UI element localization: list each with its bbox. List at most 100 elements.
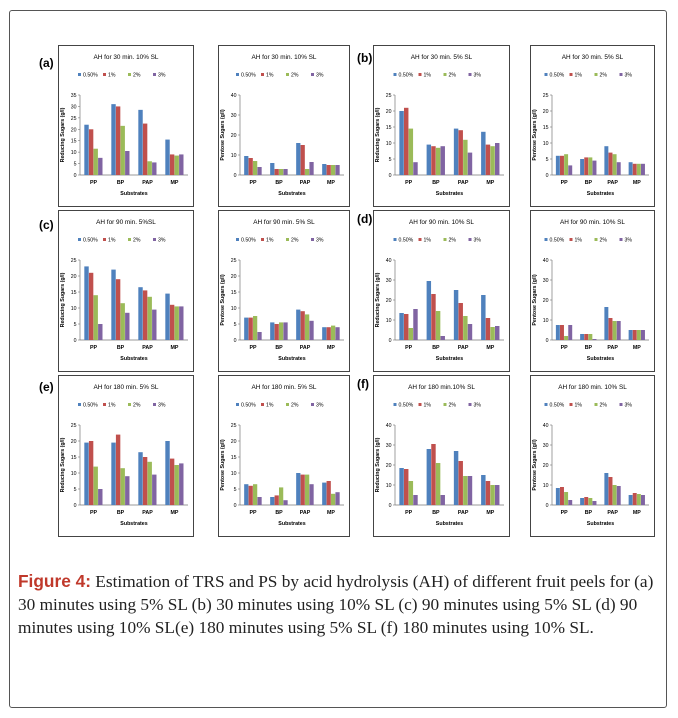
bar bbox=[636, 330, 641, 340]
bar bbox=[98, 489, 103, 505]
bar bbox=[612, 485, 617, 505]
y-tick-label: 40 bbox=[386, 423, 392, 429]
bar bbox=[612, 321, 617, 340]
bar bbox=[120, 125, 125, 175]
panel-label-c: (c) bbox=[39, 218, 54, 232]
legend-swatch bbox=[261, 403, 264, 406]
bar bbox=[253, 316, 258, 340]
x-tick-label: BP bbox=[432, 345, 440, 351]
legend-swatch bbox=[153, 73, 156, 76]
x-tick-label: MP bbox=[171, 180, 179, 186]
x-tick-label: PP bbox=[561, 180, 569, 186]
x-tick-label: MP bbox=[327, 510, 335, 516]
x-tick-label: PP bbox=[249, 510, 257, 516]
bar bbox=[138, 452, 143, 505]
y-axis-label: Reducing Sugars (g/l) bbox=[375, 107, 381, 162]
bar bbox=[495, 143, 500, 175]
y-tick-label: 20 bbox=[386, 298, 392, 304]
x-tick-label: PAP bbox=[458, 510, 469, 516]
bar bbox=[467, 152, 473, 175]
x-axis-label: Substrates bbox=[120, 356, 147, 362]
y-tick-label: 25 bbox=[386, 93, 392, 99]
bar bbox=[274, 324, 279, 340]
bar bbox=[115, 434, 121, 505]
x-tick-label: PP bbox=[249, 180, 257, 186]
legend-swatch bbox=[103, 238, 106, 241]
figure-frame bbox=[9, 10, 667, 708]
y-tick-label: 0 bbox=[234, 173, 237, 179]
y-axis-label: Pentose Sugars (g/l) bbox=[532, 274, 538, 325]
bar bbox=[490, 485, 495, 505]
y-tick-label: 10 bbox=[231, 306, 237, 312]
bar bbox=[431, 146, 436, 175]
bar bbox=[120, 303, 125, 340]
bar bbox=[592, 160, 597, 175]
y-tick-label: 15 bbox=[386, 125, 392, 131]
bar bbox=[165, 441, 170, 505]
x-tick-label: MP bbox=[633, 510, 641, 516]
bar bbox=[413, 495, 418, 505]
x-tick-label: MP bbox=[486, 345, 494, 351]
legend-label: 3% bbox=[625, 238, 633, 244]
legend-swatch bbox=[468, 238, 472, 241]
bar bbox=[88, 129, 94, 175]
bar bbox=[88, 272, 94, 340]
bar bbox=[440, 495, 445, 505]
bar bbox=[98, 324, 103, 340]
bar bbox=[413, 309, 418, 340]
x-tick-label: MP bbox=[633, 345, 641, 351]
bar bbox=[435, 311, 441, 340]
x-tick-label: BP bbox=[117, 345, 125, 351]
bar bbox=[331, 165, 336, 175]
bar bbox=[142, 290, 148, 340]
bar bbox=[408, 481, 414, 505]
bar bbox=[322, 164, 327, 175]
legend-label: 3% bbox=[474, 403, 482, 409]
x-axis-label: Substrates bbox=[278, 521, 305, 527]
bar bbox=[322, 327, 327, 340]
bar bbox=[244, 484, 249, 505]
y-tick-label: 10 bbox=[386, 483, 392, 489]
chart: AH for 30 min. 5% SL 0.50% 1% 2% 3% 0 5 10 15 20 2… bbox=[532, 54, 649, 197]
x-tick-label: PP bbox=[90, 345, 98, 351]
x-tick-label: PAP bbox=[607, 180, 618, 186]
bar bbox=[608, 318, 613, 340]
bar bbox=[279, 322, 284, 340]
x-tick-label: PP bbox=[405, 345, 413, 351]
bar bbox=[283, 322, 288, 340]
legend-label: 2% bbox=[600, 238, 608, 244]
bar bbox=[555, 325, 560, 340]
y-tick-label: 5 bbox=[389, 157, 392, 163]
bar bbox=[568, 325, 573, 340]
bar bbox=[174, 155, 179, 175]
bar bbox=[592, 339, 597, 340]
y-tick-label: 25 bbox=[231, 258, 237, 264]
legend-label: 0.50% bbox=[399, 238, 414, 244]
legend-swatch bbox=[418, 238, 422, 241]
bar bbox=[142, 123, 148, 175]
bar bbox=[560, 325, 564, 340]
bar bbox=[616, 486, 621, 505]
legend-swatch bbox=[286, 403, 289, 406]
bar bbox=[111, 104, 116, 175]
bar bbox=[628, 495, 633, 505]
chart-title: AH for 90 min. 5%SL bbox=[96, 219, 156, 226]
y-tick-label: 10 bbox=[71, 150, 77, 156]
y-tick-label: 20 bbox=[543, 463, 549, 469]
bar bbox=[253, 161, 258, 175]
y-axis-label: Pentose Sugars (g/l) bbox=[220, 439, 226, 490]
y-tick-label: 10 bbox=[543, 318, 549, 324]
legend-swatch bbox=[78, 403, 81, 406]
legend-swatch bbox=[103, 403, 106, 406]
legend-swatch bbox=[418, 73, 422, 76]
legend-label: 3% bbox=[316, 403, 324, 409]
legend-swatch bbox=[311, 73, 314, 76]
bar bbox=[481, 131, 486, 175]
bar bbox=[84, 266, 89, 340]
x-tick-label: PAP bbox=[142, 345, 153, 351]
x-tick-label: BP bbox=[432, 510, 440, 516]
legend-label: 1% bbox=[424, 73, 432, 79]
bar bbox=[431, 444, 436, 505]
bar bbox=[125, 312, 130, 340]
y-tick-label: 5 bbox=[234, 487, 237, 493]
